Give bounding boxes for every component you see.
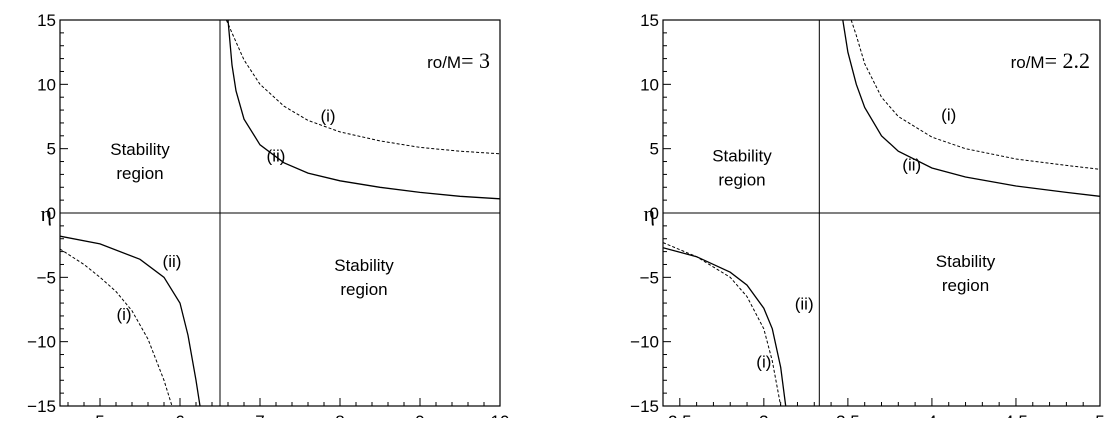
stability-region-label: Stability region (712, 147, 772, 190)
curves (60, 20, 500, 406)
curve-label: (i) (941, 105, 956, 124)
y-tick-label: 10 (37, 75, 56, 94)
y-axis-label: η (643, 201, 655, 226)
curve-label: (ii) (163, 252, 182, 271)
x-tick-label: 5 (1095, 412, 1104, 418)
parameter-name: ro/M (427, 53, 461, 72)
y-tick-label: −5 (37, 268, 56, 287)
series-left-i (663, 242, 782, 406)
parameter-annotation: ro/M= 3 (427, 48, 490, 73)
y-tick-label: 15 (640, 11, 659, 30)
region-line1: Stability (334, 256, 394, 275)
x-tick-label: 6 (175, 412, 184, 418)
region-line2: region (116, 164, 163, 183)
region-line1: Stability (110, 140, 170, 159)
y-tick-label: 5 (650, 140, 659, 159)
y-tick-label: 0 (47, 204, 56, 223)
region-line1: Stability (936, 252, 996, 271)
x-tick-label: 4 (927, 412, 936, 418)
region-line2: region (942, 276, 989, 295)
curve-label: (i) (320, 107, 335, 126)
x-axis-label: α (244, 413, 256, 418)
parameter-name: ro/M (1011, 53, 1045, 72)
stability-region-label: Stability region (936, 252, 996, 295)
chart-panel-2: 151050−5−10−152.533.544.55ηα(i)(ii)(ii)(… (630, 11, 1105, 423)
x-tick-label: 7 (255, 412, 264, 418)
y-tick-label: −10 (27, 333, 56, 352)
stability-region-label: Stability region (110, 140, 170, 183)
curve-label: (ii) (267, 147, 286, 166)
stability-region-label: Stability region (334, 256, 394, 299)
series-right-ii (842, 20, 1100, 197)
curve-label: (i) (116, 305, 131, 324)
y-tick-label: −15 (27, 397, 56, 416)
x-tick-label: 8 (335, 412, 344, 418)
x-tick-label: 5 (95, 412, 104, 418)
series-left-i (60, 248, 173, 406)
x-tick-label: 10 (491, 412, 510, 418)
y-tick-label: −10 (630, 333, 659, 352)
series-left-ii (663, 247, 787, 406)
series-right-ii (227, 20, 500, 200)
x-tick-label: 9 (415, 412, 424, 418)
region-line2: region (718, 171, 765, 190)
x-axis-label: α (846, 413, 858, 418)
y-axis-label: η (40, 201, 52, 226)
series-left-ii (60, 235, 201, 406)
series-right-i (850, 20, 1100, 170)
y-tick-label: 0 (650, 204, 659, 223)
curves (663, 20, 1100, 406)
y-tick-label: 10 (640, 75, 659, 94)
chart-panel-1: 15 10 5 0 −5 −10 −15 5 6 7 8 9 10 η α (i) (ii) (ii) (i) Sta… (27, 11, 510, 423)
parameter-annotation: ro/M= 2.2 (1011, 48, 1090, 73)
region-line1: Stability (712, 147, 772, 166)
y-tick-label: −15 (630, 397, 659, 416)
parameter-value: = 3 (461, 48, 490, 73)
series-right-i (225, 20, 500, 155)
y-tick-label: −5 (640, 268, 659, 287)
region-line2: region (340, 280, 387, 299)
x-tick-label: 2.5 (668, 412, 692, 418)
parameter-value: = 2.2 (1045, 48, 1090, 73)
x-tick-label: 3 (759, 412, 768, 418)
curve-label: (ii) (902, 156, 921, 175)
y-tick-label: 15 (37, 11, 56, 30)
curve-label: (ii) (795, 295, 814, 314)
y-tick-label: 5 (47, 140, 56, 159)
x-tick-label: 4.5 (1004, 412, 1028, 418)
curve-label: (i) (756, 352, 771, 371)
